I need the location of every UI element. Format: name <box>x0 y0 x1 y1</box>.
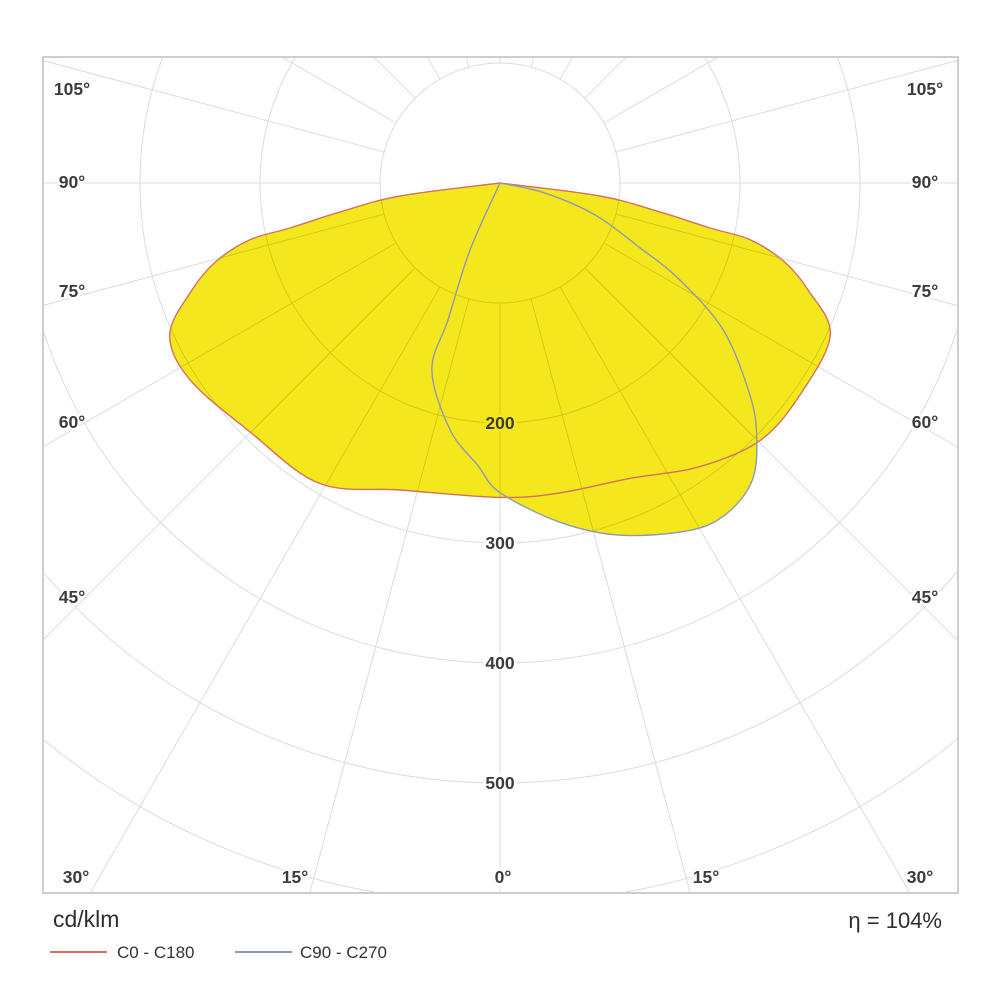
legend-label-c0-c180: C0 - C180 <box>117 943 195 962</box>
angle-label-left-45°: 45° <box>59 587 85 607</box>
angle-label-right-105°: 105° <box>907 79 943 99</box>
legend-swatch-c90-c270 <box>235 951 292 953</box>
angle-label-right-90°: 90° <box>912 172 938 192</box>
value-labels: 200 300 400 500 <box>483 411 517 796</box>
angle-label-bottom-2-0°: 0° <box>495 867 512 887</box>
grid-ray-255deg <box>44 60 385 153</box>
angle-label-left-105°: 105° <box>54 79 90 99</box>
angle-label-bottom-4-30°: 30° <box>907 867 933 887</box>
plot-frame <box>42 56 959 894</box>
legend-swatch-c0-c180 <box>50 951 107 953</box>
angle-label-right-75°: 75° <box>912 281 938 301</box>
angle-label-bottom-3-15°: 15° <box>693 867 719 887</box>
grid-ray-75deg <box>615 213 957 306</box>
grid-ray-15deg <box>530 298 691 892</box>
grid-ray-60deg <box>603 242 957 448</box>
angle-label-left-75°: 75° <box>59 281 85 301</box>
angle-label-right-60°: 60° <box>912 412 938 432</box>
grid-ray-45deg <box>584 267 957 641</box>
grid-ray-30deg <box>559 286 910 892</box>
angle-label-left-60°: 60° <box>59 412 85 432</box>
curves <box>168 182 832 537</box>
angle-label-bottom-0-30°: 30° <box>63 867 89 887</box>
angle-label-left-90°: 90° <box>59 172 85 192</box>
grid-ray-120deg <box>603 58 718 124</box>
unit-label: cd/klm <box>53 906 120 932</box>
angle-label-bottom-1-15°: 15° <box>282 867 308 887</box>
radial-value-label-200: 200 <box>485 413 514 433</box>
angle-label-right-45°: 45° <box>912 587 938 607</box>
efficiency-label: η = 104% <box>848 908 942 933</box>
grid-ray-330deg <box>90 286 441 892</box>
radial-value-label-500: 500 <box>485 773 514 793</box>
grid-ray-150deg <box>559 58 573 80</box>
grid-ray-300deg <box>44 242 397 447</box>
curve-c90-c270 <box>431 182 758 537</box>
grid-ray-240deg <box>282 58 397 124</box>
grid-ray-345deg <box>309 298 470 892</box>
radial-value-label-400: 400 <box>485 653 514 673</box>
c90-c270-fill-area <box>431 183 757 536</box>
grid-ray-285deg <box>44 213 385 306</box>
grid-ray-210deg <box>427 58 441 80</box>
angle-labels: 105° 90° 75° 60° 45° 105° 90° 75° 60° 45° 30° 15° 0°… <box>51 77 945 890</box>
grid-ray-105deg <box>615 60 957 153</box>
radial-value-label-300: 300 <box>485 533 514 553</box>
legend-label-c90-c270: C90 - C270 <box>300 943 387 962</box>
curve-c0-c180 <box>168 182 832 499</box>
grid-ray-315deg <box>44 267 416 640</box>
